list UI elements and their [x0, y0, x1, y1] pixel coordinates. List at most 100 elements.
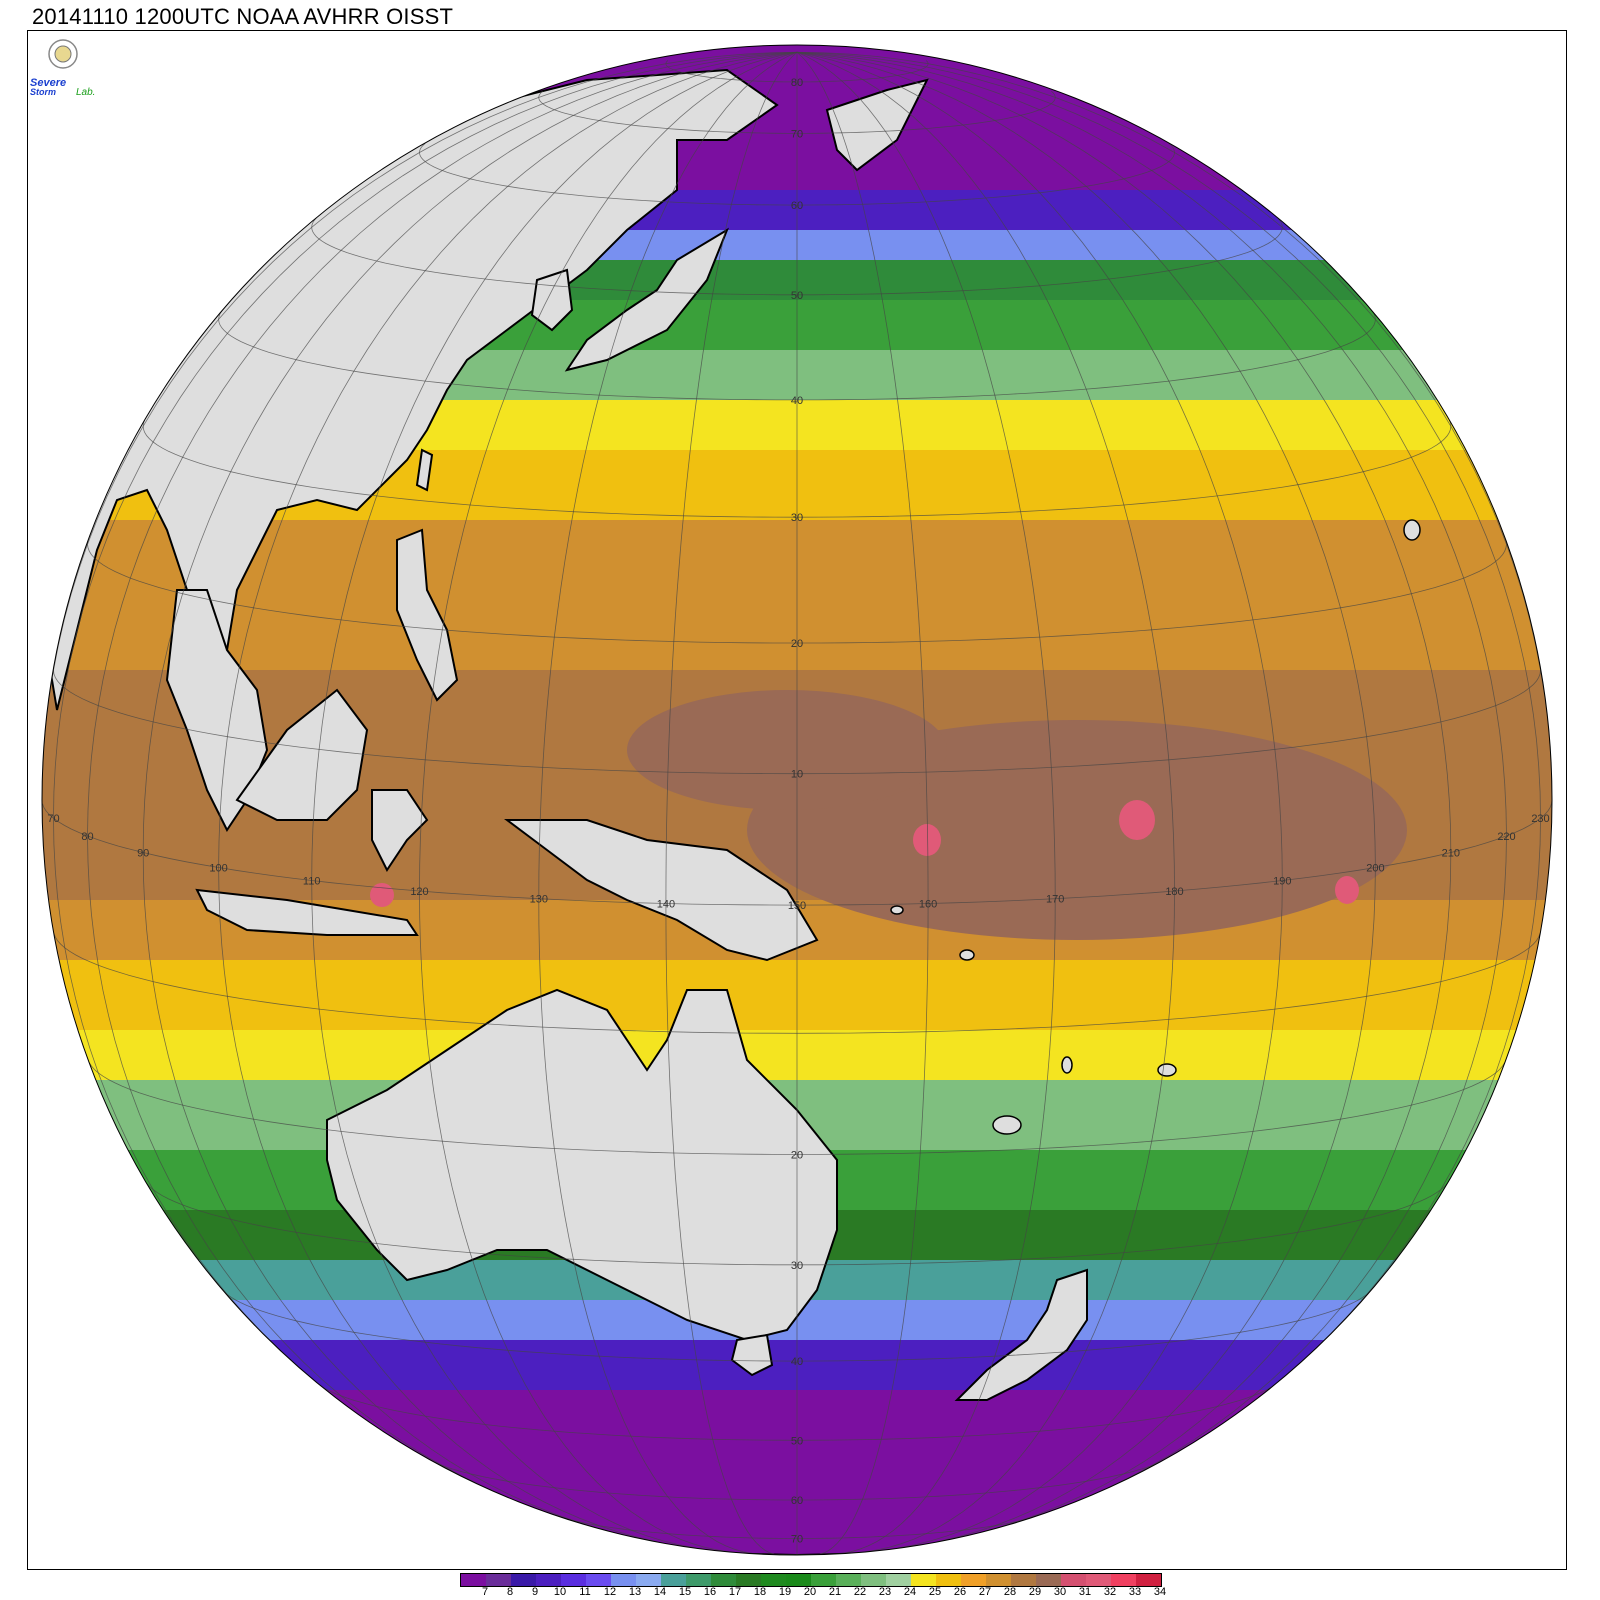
colorbar-swatch	[511, 1574, 536, 1586]
landmasses	[45, 68, 1188, 1555]
latitude-label: 20	[791, 1150, 803, 1162]
colorbar-tick-label: 18	[753, 1586, 767, 1598]
graticule-line	[796, 51, 1552, 801]
graticule-line	[218, 51, 798, 1543]
sulawesi-landmass	[371, 789, 429, 872]
colorbar-tick-label: 14	[653, 1586, 667, 1598]
graticule-line	[53, 933, 1541, 1034]
colorbar-swatch	[986, 1574, 1011, 1586]
longitude-label: 140	[657, 899, 675, 911]
colorbar-tick-label: 34	[1153, 1586, 1167, 1598]
colorbar-swatch	[736, 1574, 761, 1586]
colorbar-swatch	[711, 1574, 736, 1586]
longitude-label: 230	[1531, 813, 1549, 825]
colorbar-tick-label: 32	[1103, 1586, 1117, 1598]
colorbar-swatch	[611, 1574, 636, 1586]
longitude-label: 70	[47, 813, 59, 825]
colorbar-swatch	[761, 1574, 786, 1586]
graticule-line	[538, 90, 1056, 134]
longitude-label: 180	[1165, 886, 1183, 898]
graticule-line	[87, 540, 1507, 644]
colorbar-tick-label: 12	[603, 1586, 617, 1598]
tasmania-landmass	[730, 1333, 774, 1377]
colorbar-tick-label: 33	[1128, 1586, 1142, 1598]
longitude-label: 90	[137, 848, 149, 860]
colorbar-tick-label: 26	[953, 1586, 967, 1598]
colorbar-swatch	[536, 1574, 561, 1586]
graticule-line	[538, 51, 798, 1554]
colorbar-swatch	[786, 1574, 811, 1586]
graticule-line	[53, 670, 1541, 775]
colorbar-tick-label: 29	[1028, 1586, 1042, 1598]
colorbar-tick-label: 15	[678, 1586, 692, 1598]
graticule-line	[419, 143, 1175, 206]
colorbar-tick-label: 27	[978, 1586, 992, 1598]
latitude-label: 60	[791, 1495, 803, 1507]
longitude-label: 80	[81, 831, 93, 843]
latitude-label: 30	[791, 1260, 803, 1272]
longitude-label: 130	[530, 894, 548, 906]
graticule-line	[142, 419, 1452, 518]
latitude-label: 10	[791, 769, 803, 781]
new-zealand-landmass	[954, 1268, 1088, 1401]
logo-storm-text: Storm	[30, 87, 56, 97]
sst-colorbar	[460, 1573, 1162, 1587]
latitude-label: 30	[791, 512, 803, 524]
colorbar-swatch	[886, 1574, 911, 1586]
graticule-line	[224, 1291, 1370, 1362]
latitude-label: 80	[791, 77, 803, 89]
colorbar-tick-label: 11	[579, 1586, 591, 1598]
colorbar-tick-label: 19	[778, 1586, 792, 1598]
colorbar-swatch	[661, 1574, 686, 1586]
colorbar-swatch	[1111, 1574, 1136, 1586]
graticule-line	[796, 51, 1376, 1543]
latitude-label: 60	[791, 200, 803, 212]
australia-landmass	[326, 988, 838, 1342]
graticule-line	[311, 217, 1283, 296]
colorbar-tick-label: 8	[506, 1586, 514, 1598]
colorbar-swatch	[861, 1574, 886, 1586]
taiwan-landmass	[415, 448, 434, 492]
longitude-label: 200	[1366, 863, 1384, 875]
logo-severe-text: Severe	[30, 77, 66, 89]
longitude-label: 150	[788, 900, 806, 912]
graticule-line	[218, 310, 1376, 401]
colorbar-swatch	[936, 1574, 961, 1586]
latitude-label: 20	[791, 638, 803, 650]
graticule-line	[42, 799, 1552, 906]
graticule-line	[796, 51, 1056, 1554]
java-landmass	[195, 888, 419, 936]
colorbar-tick-label: 10	[553, 1586, 567, 1598]
pacific-islands	[890, 519, 1421, 1135]
colorbar-swatch	[911, 1574, 936, 1586]
latitude-label: 70	[791, 1534, 803, 1546]
colorbar-tick-label: 7	[481, 1586, 489, 1598]
colorbar-swatch	[1136, 1574, 1161, 1586]
colorbar-swatch	[1036, 1574, 1061, 1586]
latitude-label: 40	[791, 1356, 803, 1368]
latitude-label: 40	[791, 395, 803, 407]
graticule-line	[796, 51, 1452, 1534]
longitude-label: 170	[1046, 894, 1064, 906]
japan-landmass	[564, 227, 730, 372]
graticule-line	[142, 51, 798, 1534]
colorbar-swatch	[1011, 1574, 1036, 1586]
colorbar-swatch	[961, 1574, 986, 1586]
colorbar-tick-label: 13	[628, 1586, 642, 1598]
new-guinea-landmass	[504, 819, 819, 962]
graticule-line	[796, 52, 929, 1555]
colorbar-swatch	[836, 1574, 861, 1586]
colorbar-tick-label: 16	[703, 1586, 717, 1598]
graticule-line	[146, 1183, 1448, 1266]
colorbar-tick-label: 25	[928, 1586, 942, 1598]
colorbar-swatch	[586, 1574, 611, 1586]
sst-globe-map[interactable]: 70 80 90 100 110 120 130 140 150 160 170 180 190 200 2…	[27, 30, 1567, 1570]
longitude-label: 110	[303, 876, 321, 888]
longitude-label: 160	[919, 899, 937, 911]
colorbar-tick-label: 9	[531, 1586, 539, 1598]
graticule-line	[665, 60, 929, 83]
graticule-line	[796, 51, 1175, 1553]
colorbar-tick-label: 22	[853, 1586, 867, 1598]
colorbar-tick-label: 20	[803, 1586, 817, 1598]
colorbar-tick-label: 23	[878, 1586, 892, 1598]
